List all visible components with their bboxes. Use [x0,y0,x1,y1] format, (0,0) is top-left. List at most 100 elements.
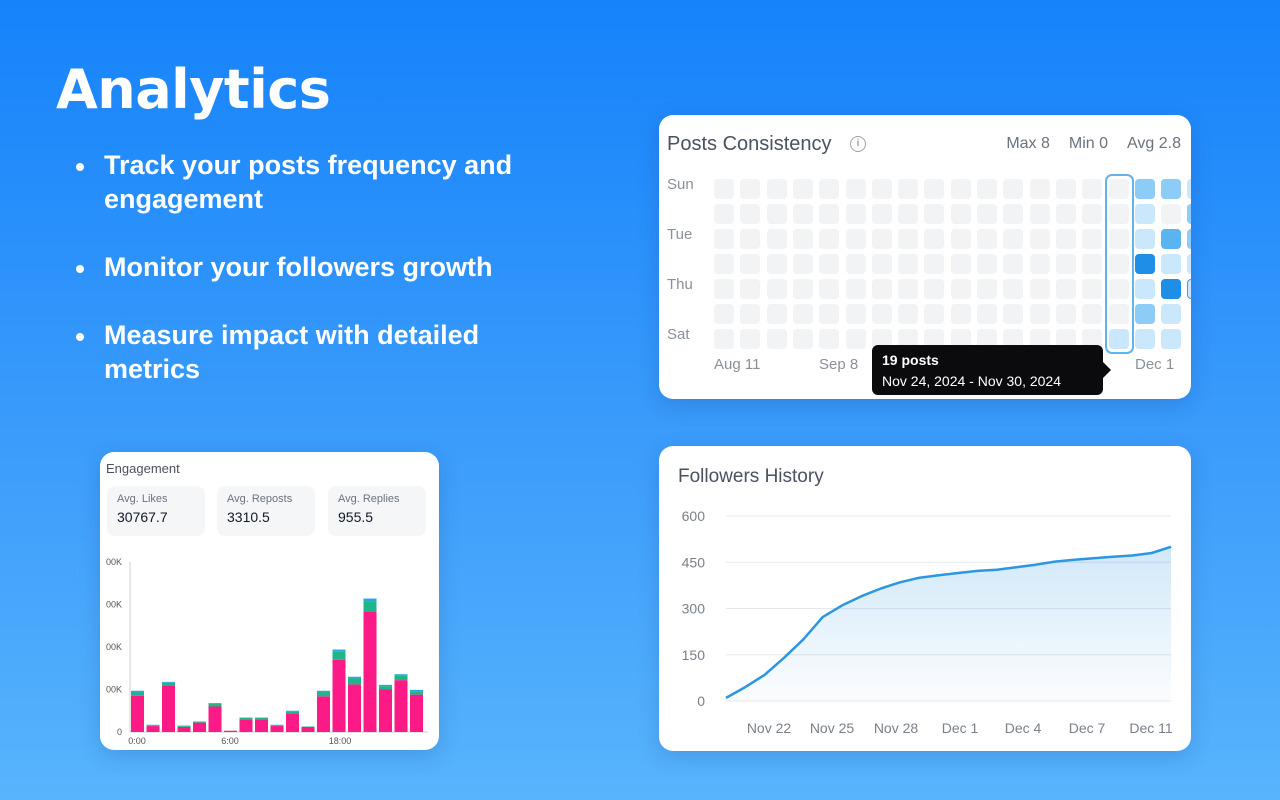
heatmap-cell[interactable] [819,229,840,249]
heatmap-cell[interactable] [1003,329,1024,349]
engagement-bar[interactable] [317,690,330,693]
heatmap-cell[interactable] [977,204,997,224]
engagement-bar[interactable] [363,601,377,612]
heatmap-cell[interactable] [977,254,997,274]
heatmap-cell[interactable] [845,254,866,274]
heatmap-cell[interactable] [1029,279,1050,299]
heatmap-cell[interactable] [1134,254,1155,274]
heatmap-cell[interactable] [950,329,971,349]
engagement-bar[interactable] [317,696,330,732]
heatmap-cell[interactable] [1108,229,1129,249]
heatmap-cell[interactable] [740,329,761,349]
engagement-bar[interactable] [193,721,206,723]
heatmap-cell[interactable] [1003,254,1024,274]
heatmap-cell[interactable] [819,329,840,349]
heatmap-cell[interactable] [714,229,734,249]
heatmap-cell[interactable] [924,279,945,299]
heatmap-cell[interactable] [1082,204,1103,224]
engagement-bar[interactable] [332,651,346,660]
heatmap-cell[interactable] [792,329,813,349]
heatmap-cell[interactable] [1108,279,1129,299]
heatmap-cell[interactable] [740,229,761,249]
heatmap-cell[interactable] [924,254,945,274]
engagement-bar[interactable] [193,722,206,732]
heatmap-cell[interactable] [1029,254,1050,274]
engagement-bar[interactable] [317,692,330,697]
heatmap-cell[interactable] [1187,229,1191,249]
heatmap-cell[interactable] [898,229,919,249]
heatmap-cell[interactable] [792,279,813,299]
engagement-bar[interactable] [177,726,191,727]
heatmap-cell[interactable] [1082,329,1103,349]
heatmap-cell[interactable] [898,304,919,324]
engagement-bar[interactable] [255,717,268,720]
heatmap-cell[interactable] [1055,204,1076,224]
heatmap-cell[interactable] [898,179,919,199]
heatmap-cell[interactable] [1108,179,1129,199]
heatmap-cell[interactable] [1003,179,1024,199]
engagement-bar[interactable] [394,674,408,676]
engagement-bar[interactable] [239,719,253,732]
engagement-bar[interactable] [131,692,144,696]
heatmap-cell[interactable] [950,279,971,299]
heatmap-cell[interactable] [766,229,787,249]
heatmap-cell[interactable] [1055,329,1076,349]
heatmap-cell[interactable] [1161,304,1182,324]
heatmap-cell[interactable] [924,229,945,249]
heatmap-cell[interactable] [950,229,971,249]
heatmap-cell[interactable] [714,254,734,274]
heatmap-cell[interactable] [740,304,761,324]
heatmap-cell[interactable] [924,304,945,324]
heatmap-cell[interactable] [792,204,813,224]
engagement-bar[interactable] [348,684,361,732]
heatmap-cell[interactable] [871,254,892,274]
heatmap-cell[interactable] [871,204,892,224]
engagement-bar[interactable] [286,711,299,714]
heatmap-cell[interactable] [977,304,997,324]
engagement-bar[interactable] [410,694,423,732]
heatmap-cell[interactable] [1029,329,1050,349]
heatmap-cell[interactable] [1003,304,1024,324]
engagement-bar[interactable] [162,685,175,732]
engagement-bar[interactable] [332,659,346,732]
engagement-bar[interactable] [379,684,392,687]
heatmap-cell[interactable] [1161,179,1182,199]
heatmap-cell[interactable] [1055,229,1076,249]
heatmap-cell[interactable] [819,179,840,199]
heatmap-cell[interactable] [977,179,997,199]
heatmap-cell[interactable] [977,279,997,299]
heatmap-cell[interactable] [766,329,787,349]
heatmap-cell[interactable] [1134,329,1155,349]
heatmap-cell[interactable] [924,179,945,199]
heatmap-cell[interactable] [845,329,866,349]
heatmap-cell[interactable] [1029,304,1050,324]
heatmap-cell[interactable] [792,179,813,199]
heatmap-cell[interactable] [871,179,892,199]
heatmap-cell[interactable] [977,229,997,249]
engagement-bar[interactable] [301,726,315,732]
engagement-bar[interactable] [394,675,408,681]
heatmap-cell[interactable] [950,204,971,224]
heatmap-cell[interactable] [1187,279,1191,299]
heatmap-cell[interactable] [714,279,734,299]
heatmap-cell[interactable] [792,304,813,324]
heatmap-cell[interactable] [1082,179,1103,199]
heatmap-cell[interactable] [766,304,787,324]
heatmap-cell[interactable] [1134,304,1155,324]
heatmap-cell[interactable] [845,179,866,199]
heatmap-cell[interactable] [1134,179,1155,199]
engagement-bar[interactable] [162,682,175,686]
heatmap-cell[interactable] [1055,304,1076,324]
heatmap-cell[interactable] [1187,179,1191,199]
heatmap-cell[interactable] [1055,254,1076,274]
engagement-bar[interactable] [394,680,408,732]
engagement-bar[interactable] [363,611,377,732]
engagement-bar[interactable] [379,686,392,690]
heatmap-cell[interactable] [1108,329,1129,349]
heatmap-cell[interactable] [898,329,919,349]
heatmap-cell[interactable] [1134,204,1155,224]
engagement-bar[interactable] [286,713,299,732]
heatmap-cell[interactable] [766,279,787,299]
engagement-bar[interactable] [146,726,160,732]
engagement-bar[interactable] [131,695,144,732]
